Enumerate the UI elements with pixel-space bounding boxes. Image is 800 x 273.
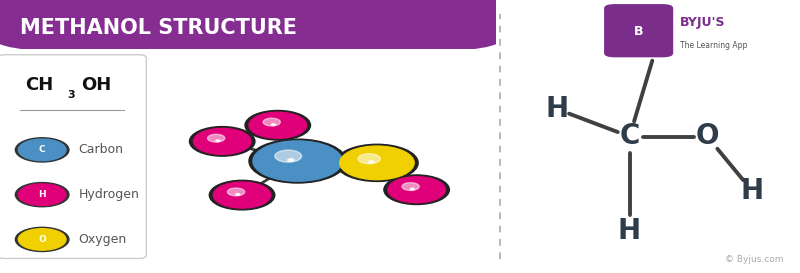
Circle shape xyxy=(384,175,450,204)
Circle shape xyxy=(340,146,414,180)
Circle shape xyxy=(15,227,69,251)
Text: The Learning App: The Learning App xyxy=(680,41,747,49)
Circle shape xyxy=(253,141,342,181)
Text: H: H xyxy=(741,177,764,205)
Circle shape xyxy=(216,140,220,142)
FancyBboxPatch shape xyxy=(0,55,146,259)
Circle shape xyxy=(410,188,414,190)
Circle shape xyxy=(236,194,240,195)
Text: BYJU'S: BYJU'S xyxy=(680,16,725,29)
Circle shape xyxy=(336,144,418,182)
Circle shape xyxy=(369,161,374,163)
Circle shape xyxy=(194,128,251,154)
Circle shape xyxy=(275,150,302,162)
Text: 3: 3 xyxy=(67,90,74,100)
Circle shape xyxy=(18,184,66,205)
Text: Oxygen: Oxygen xyxy=(78,233,126,246)
Text: H: H xyxy=(38,190,46,199)
Text: O: O xyxy=(38,235,46,244)
FancyBboxPatch shape xyxy=(604,4,674,57)
Circle shape xyxy=(245,111,310,140)
Circle shape xyxy=(190,127,255,156)
Circle shape xyxy=(207,134,225,142)
Text: CH: CH xyxy=(25,76,53,94)
Circle shape xyxy=(288,159,294,161)
Circle shape xyxy=(402,183,419,191)
Text: C: C xyxy=(619,123,640,150)
Circle shape xyxy=(271,124,275,126)
Text: O: O xyxy=(695,123,719,150)
Circle shape xyxy=(227,188,245,196)
Text: H: H xyxy=(618,217,641,245)
Text: METHANOL STRUCTURE: METHANOL STRUCTURE xyxy=(20,17,297,37)
Text: Carbon: Carbon xyxy=(78,143,123,156)
Circle shape xyxy=(15,138,69,162)
Text: OH: OH xyxy=(81,76,111,94)
Circle shape xyxy=(210,180,274,210)
Circle shape xyxy=(15,183,69,207)
Circle shape xyxy=(388,177,446,203)
Circle shape xyxy=(249,139,346,183)
Text: H: H xyxy=(546,95,569,123)
Text: B: B xyxy=(634,25,643,38)
Text: C: C xyxy=(39,146,46,154)
FancyBboxPatch shape xyxy=(0,0,501,54)
Circle shape xyxy=(214,182,271,208)
Text: H: H xyxy=(646,31,668,60)
Text: © Byjus.com: © Byjus.com xyxy=(725,255,784,264)
Circle shape xyxy=(263,118,280,126)
Circle shape xyxy=(249,112,306,138)
Circle shape xyxy=(358,154,380,164)
Text: Hydrogen: Hydrogen xyxy=(78,188,139,201)
Circle shape xyxy=(18,139,66,161)
Circle shape xyxy=(18,229,66,250)
